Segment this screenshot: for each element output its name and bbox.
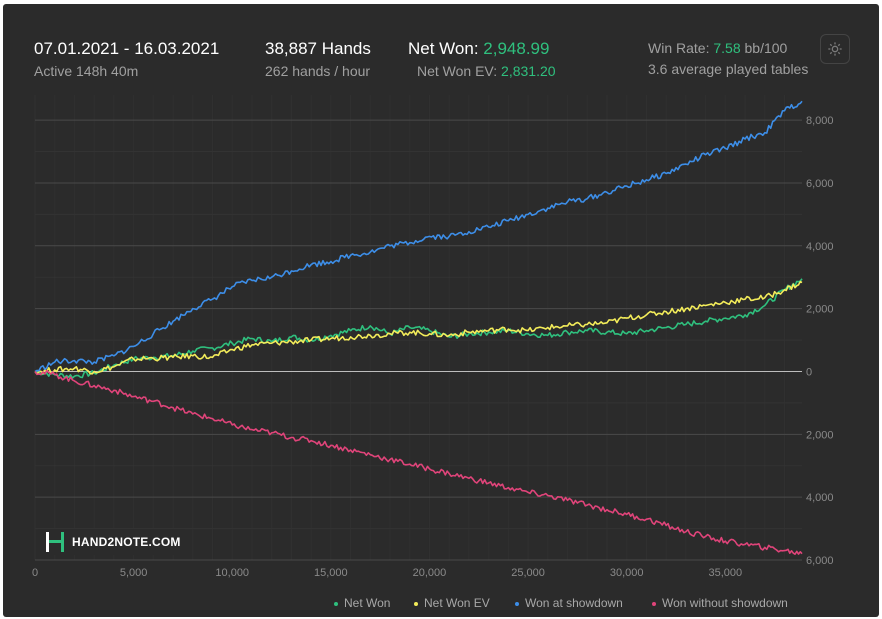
settings-button[interactable] bbox=[820, 34, 850, 64]
x-tick-label: 0 bbox=[32, 567, 38, 579]
legend-label: Net Won EV bbox=[424, 596, 490, 610]
logo-text: HAND2NOTE.COM bbox=[72, 535, 181, 549]
legend-label: Net Won bbox=[344, 596, 391, 610]
hands-per-hour: 262 hands / hour bbox=[265, 63, 371, 79]
hand2note-logo-icon bbox=[46, 532, 64, 552]
net-won-value: 2,948.99 bbox=[483, 39, 550, 58]
y-tick-label: 6,000 bbox=[806, 555, 834, 567]
series-line-won-without-showdown bbox=[34, 369, 803, 555]
win-rate-unit: bb/100 bbox=[744, 40, 788, 56]
legend-dot bbox=[414, 601, 418, 606]
active-time: Active 148h 40m bbox=[34, 63, 139, 79]
win-rate-value: 7.58 bbox=[713, 40, 741, 56]
legend-item-won-without-showdown[interactable]: Won without showdown bbox=[652, 596, 788, 610]
legend-label: Won without showdown bbox=[662, 596, 788, 610]
legend-item-net-won-ev[interactable]: Net Won EV bbox=[414, 596, 490, 610]
y-tick-label: 6,000 bbox=[806, 178, 834, 190]
legend-dot bbox=[515, 601, 519, 606]
legend-label: Won at showdown bbox=[525, 596, 623, 610]
net-won-label: Net Won: bbox=[408, 39, 479, 58]
grid-lines bbox=[34, 95, 802, 561]
win-rate: Win Rate: 7.58 bb/100 bbox=[648, 40, 787, 56]
x-tick-label: 15,000 bbox=[314, 567, 348, 579]
x-tick-label: 10,000 bbox=[215, 567, 249, 579]
net-won-ev-value: 2,831.20 bbox=[501, 63, 556, 79]
graph-panel bbox=[3, 4, 879, 617]
y-tick-label: 4,000 bbox=[806, 241, 834, 253]
legend-item-net-won[interactable]: Net Won bbox=[334, 596, 390, 610]
hands-count: 38,887 Hands bbox=[265, 39, 371, 58]
x-tick-label: 35,000 bbox=[709, 567, 743, 579]
x-tick-label: 5,000 bbox=[120, 567, 148, 579]
net-won-ev-label: Net Won EV: bbox=[417, 63, 498, 79]
series-lines bbox=[34, 100, 803, 555]
y-axis-ticks: 8,000 6,000 4,000 2,000 0 2,000 4,000 6,000 bbox=[806, 115, 834, 567]
y-tick-label: 0 bbox=[806, 366, 812, 378]
x-tick-label: 25,000 bbox=[511, 567, 545, 579]
gear-icon bbox=[828, 42, 842, 56]
y-tick-label: 2,000 bbox=[806, 429, 834, 441]
net-won: Net Won: 2,948.99 bbox=[408, 39, 549, 59]
legend-item-won-at-showdown[interactable]: Won at showdown bbox=[515, 596, 623, 610]
date-range: 07.01.2021 - 16.03.2021 bbox=[34, 39, 220, 58]
net-won-ev: Net Won EV: 2,831.20 bbox=[417, 63, 556, 79]
series-line-net-won bbox=[34, 278, 803, 379]
win-rate-label: Win Rate: bbox=[648, 40, 710, 56]
series-line-won-at-showdown bbox=[34, 100, 803, 373]
legend-dot bbox=[652, 601, 656, 606]
hand2note-logo: HAND2NOTE.COM bbox=[38, 529, 185, 555]
average-tables: 3.6 average played tables bbox=[648, 61, 809, 77]
x-tick-label: 30,000 bbox=[610, 567, 644, 579]
x-axis-ticks: 0 5,000 10,000 15,000 20,000 25,000 30,000 35,0… bbox=[32, 567, 742, 579]
y-tick-label: 4,000 bbox=[806, 492, 834, 504]
x-tick-label: 20,000 bbox=[413, 567, 447, 579]
series-line-net-won-ev bbox=[34, 280, 803, 375]
y-tick-label: 2,000 bbox=[806, 304, 834, 316]
y-tick-label: 8,000 bbox=[806, 115, 834, 127]
legend-dot bbox=[334, 601, 338, 606]
